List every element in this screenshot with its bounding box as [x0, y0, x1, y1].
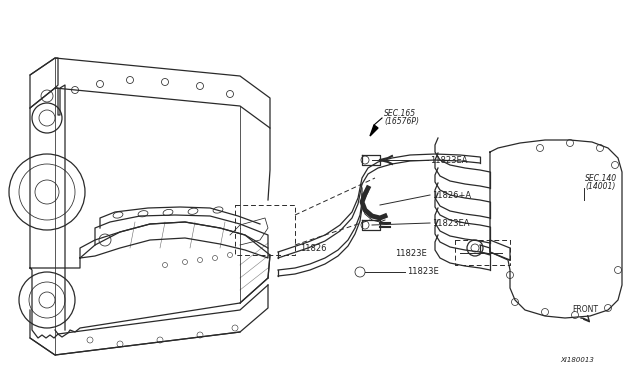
Text: SEC.140: SEC.140 [585, 173, 617, 183]
Text: (14001): (14001) [585, 182, 616, 190]
Text: 11823EA: 11823EA [430, 155, 467, 164]
Text: 11826: 11826 [300, 244, 326, 253]
Text: 11823E: 11823E [407, 267, 439, 276]
Polygon shape [370, 125, 378, 136]
Text: 11826+A: 11826+A [432, 190, 471, 199]
Text: XI180013: XI180013 [560, 357, 594, 363]
Text: 11823E: 11823E [396, 248, 427, 257]
Text: (16576P): (16576P) [384, 116, 419, 125]
Text: FRONT: FRONT [572, 305, 598, 314]
Text: SEC.165: SEC.165 [384, 109, 416, 118]
Text: 11823EA: 11823EA [432, 218, 470, 228]
